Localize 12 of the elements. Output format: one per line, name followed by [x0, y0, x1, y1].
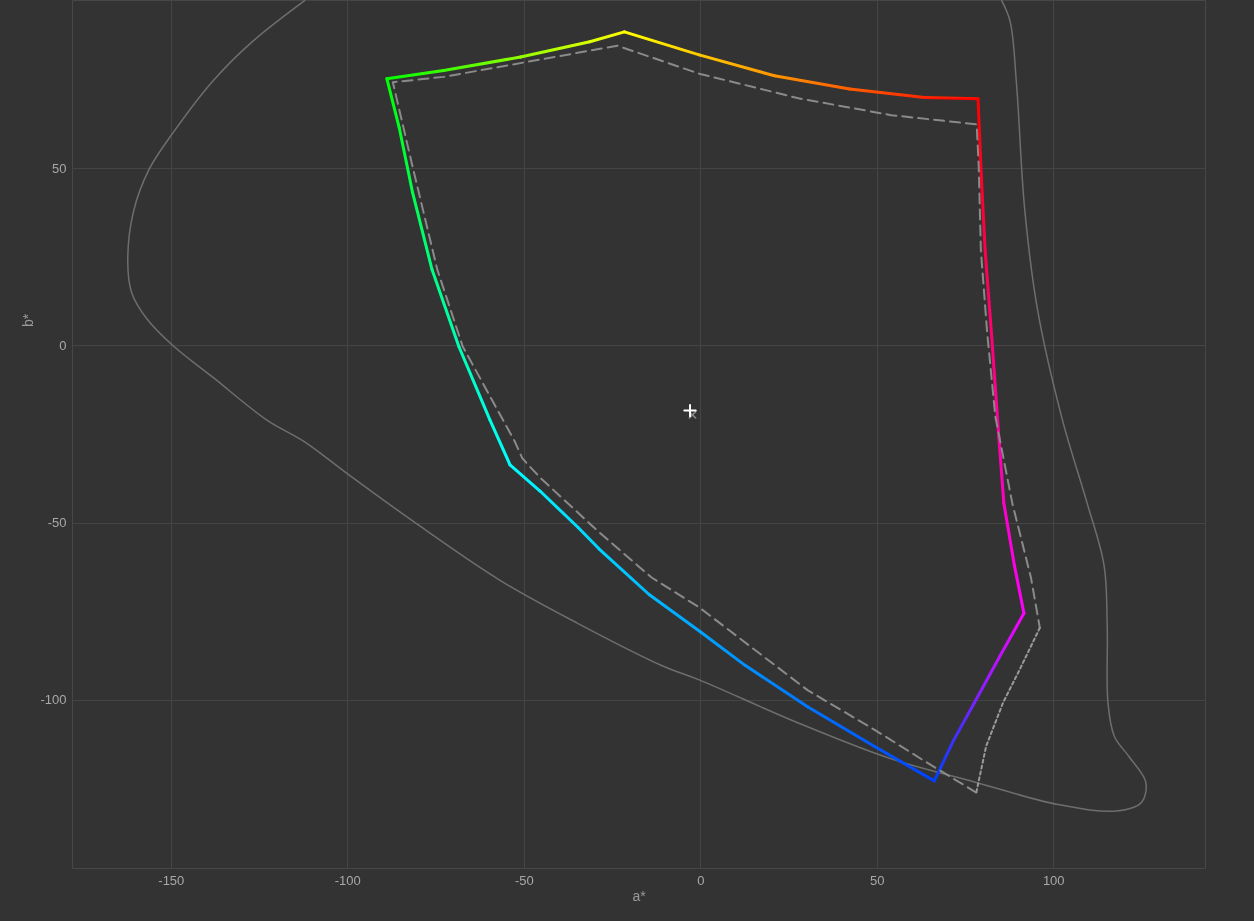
y-tick-label: 0	[59, 337, 67, 353]
y-tick-label: 50	[52, 160, 67, 176]
x-tick-label: -150	[158, 872, 185, 888]
y-axis-title: b*	[20, 313, 37, 328]
y-tick-label: -100	[40, 692, 67, 708]
x-tick-label: 50	[870, 872, 885, 888]
x-tick-label: 0	[697, 872, 705, 888]
x-axis-title: a*	[632, 887, 647, 904]
x-tick-label: 100	[1042, 872, 1065, 888]
x-tick-label: -100	[334, 872, 361, 888]
x-tick-label: -50	[514, 872, 534, 888]
y-tick-label: -50	[47, 515, 67, 531]
